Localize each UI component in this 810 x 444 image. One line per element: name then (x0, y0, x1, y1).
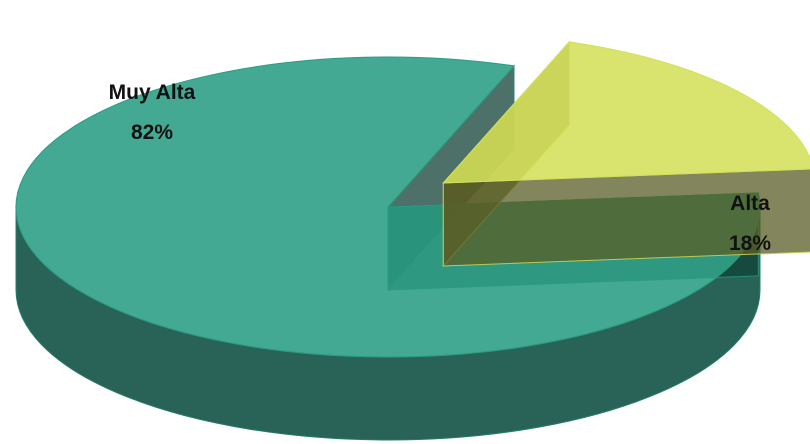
pie-slices (15, 40, 810, 441)
slice-value-muy-alta: 82% (131, 121, 173, 144)
slice-value-alta: 18% (729, 232, 771, 255)
slice-top-face (15, 56, 761, 358)
pie-labels: Muy Alta 82% Alta 18% (109, 81, 772, 255)
slice-top-face (442, 41, 810, 184)
slice-label-alta: Alta (730, 192, 770, 215)
slice-label-muy-alta: Muy Alta (109, 81, 196, 104)
slice-alta (442, 40, 810, 268)
